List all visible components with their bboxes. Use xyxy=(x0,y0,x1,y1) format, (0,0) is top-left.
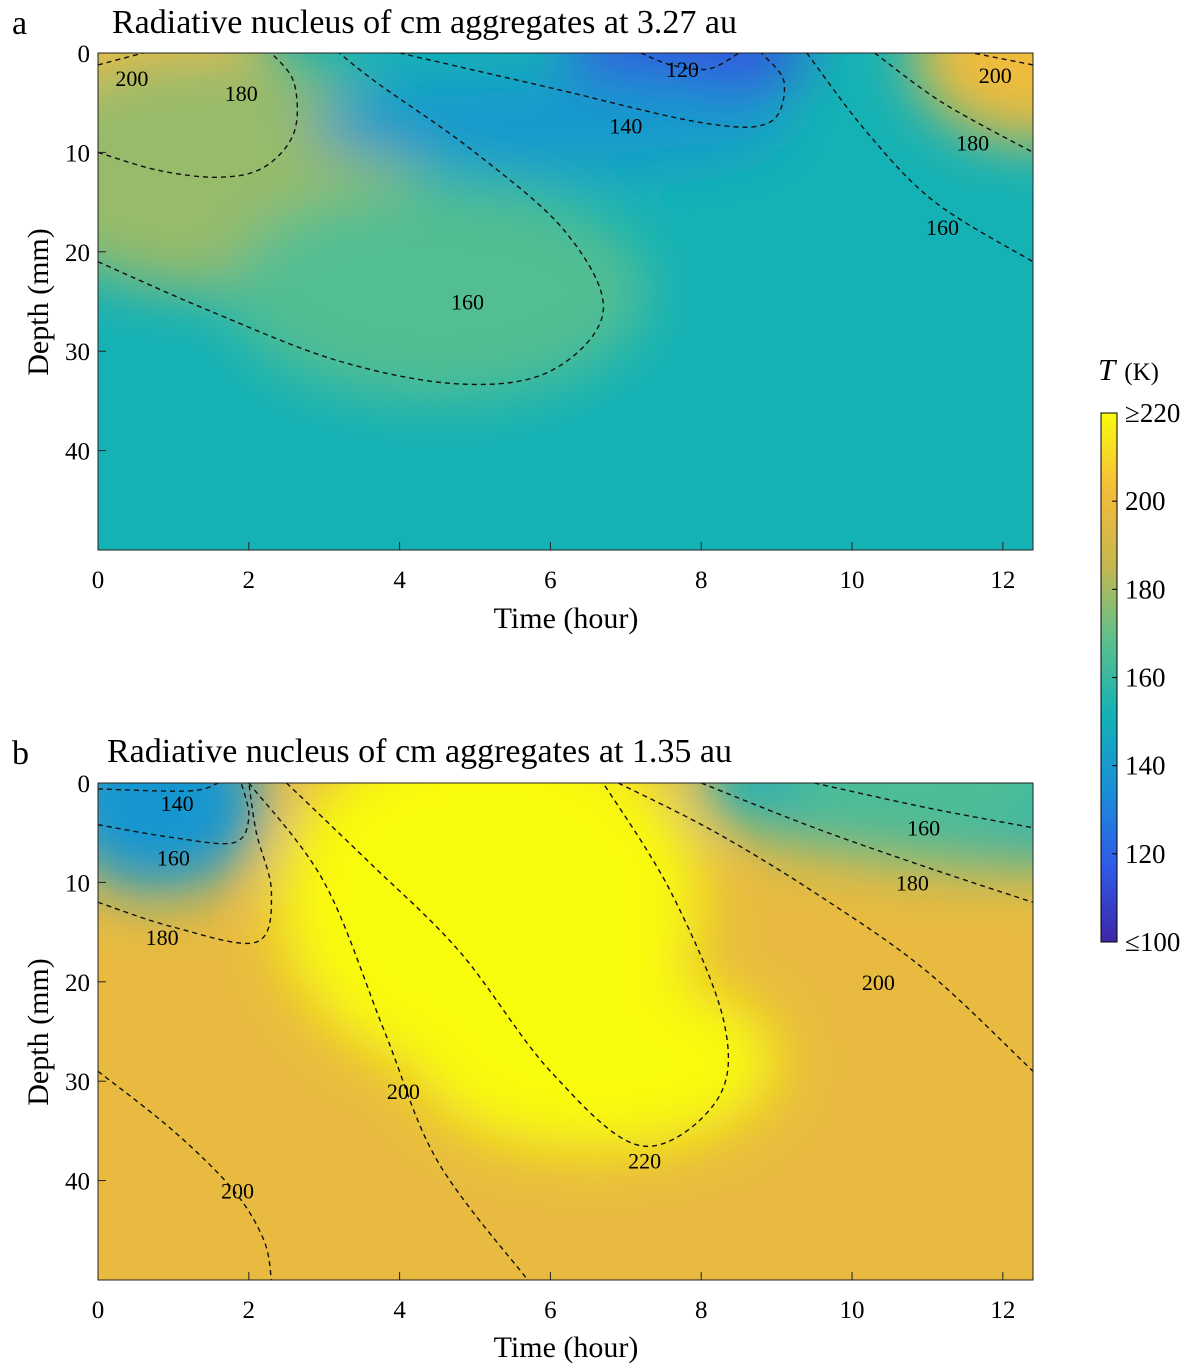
y-tick-label: 10 xyxy=(65,870,90,897)
x-tick-label: 0 xyxy=(92,1297,105,1324)
colorbar-tick-label: 180 xyxy=(1125,574,1166,604)
panel-a-title: Radiative nucleus of cm aggregates at 3.… xyxy=(112,4,737,41)
heatmap-region xyxy=(98,783,264,893)
panel-b: b Radiative nucleus of cm aggregates at … xyxy=(12,733,1034,1364)
colorbar-unit: (K) xyxy=(1124,359,1159,386)
y-tick-label: 40 xyxy=(65,1169,90,1196)
panel-b-title: Radiative nucleus of cm aggregates at 1.… xyxy=(107,733,732,770)
heatmap-field xyxy=(98,783,1033,1151)
contour-line-160 xyxy=(98,53,605,386)
y-tick-label: 20 xyxy=(65,970,90,997)
x-tick-label: 2 xyxy=(243,567,256,594)
contour-label: 140 xyxy=(161,791,194,816)
x-tick-label: 8 xyxy=(695,567,708,594)
x-tick-label: 10 xyxy=(840,1297,865,1324)
y-tick-label: 0 xyxy=(78,41,91,68)
x-tick-label: 12 xyxy=(990,567,1015,594)
plot-frame xyxy=(97,52,1034,551)
contour-label: 200 xyxy=(979,63,1012,88)
contour-line-200 xyxy=(248,783,529,1280)
colorbar-tick-label: ≥220 xyxy=(1125,398,1180,428)
colorbar-tick-label: 160 xyxy=(1125,663,1166,693)
contour-label: 200 xyxy=(221,1179,254,1204)
contour-line-200 xyxy=(972,53,1033,66)
colorbar-tick-label: 120 xyxy=(1125,839,1166,869)
colorbar-label: T (K) xyxy=(1098,352,1159,387)
contour-line-180 xyxy=(700,783,1033,903)
panel-letter-a: a xyxy=(12,5,27,42)
x-tick-label: 4 xyxy=(393,567,406,594)
x-tick-label: 6 xyxy=(544,567,557,594)
contour-label: 200 xyxy=(387,1079,420,1104)
contour-line-120 xyxy=(640,53,740,71)
y-tick-label: 0 xyxy=(78,771,91,798)
y-tick-label: 20 xyxy=(65,240,90,267)
contour-line-220 xyxy=(286,783,730,1148)
colorbar-tick-label: 200 xyxy=(1125,486,1166,516)
x-tick-label: 8 xyxy=(695,1297,708,1324)
y-tick-label: 30 xyxy=(65,339,90,366)
contour-label: 120 xyxy=(666,57,699,82)
heatmap-region xyxy=(912,53,1033,143)
contour-line-160 xyxy=(814,783,1033,829)
contour-label: 160 xyxy=(157,846,190,871)
contour-line-160 xyxy=(806,53,1033,263)
panel-b-y-axis-label: Depth (mm) xyxy=(22,958,55,1105)
panel-a-contour-labels: 200 200 180 180 160 160 140 120 xyxy=(115,57,1011,315)
contour-label: 160 xyxy=(907,816,940,841)
contour-line-180 xyxy=(874,53,1033,154)
heatmap-field xyxy=(98,53,1033,401)
panel-a: a Radiative nucleus of cm aggregates at … xyxy=(12,4,1034,635)
contour-label: 180 xyxy=(225,81,258,106)
colorbar-tick-label: ≤100 xyxy=(1125,927,1180,957)
plot-frame xyxy=(97,782,1034,1281)
panel-letter-b: b xyxy=(12,735,29,772)
y-tick-label: 10 xyxy=(65,140,90,167)
heatmap-region xyxy=(226,182,649,401)
panel-a-contours xyxy=(98,53,1033,386)
x-tick-label: 0 xyxy=(92,567,105,594)
y-tick-label: 40 xyxy=(65,439,90,466)
x-tick-label: 4 xyxy=(393,1297,406,1324)
contour-line-140 xyxy=(399,53,786,128)
contour-label: 160 xyxy=(451,290,484,315)
contour-label: 180 xyxy=(146,925,179,950)
panel-b-heatmap xyxy=(98,783,1033,1280)
panel-b-x-axis-label: Time (hour) xyxy=(494,1331,639,1364)
colorbar-variable: T xyxy=(1098,352,1118,387)
contour-label: 180 xyxy=(956,130,989,155)
contour-line-200 xyxy=(98,1070,273,1280)
contour-label: 160 xyxy=(926,215,959,240)
panel-a-x-axis-label: Time (hour) xyxy=(494,602,639,635)
x-tick-label: 6 xyxy=(544,1297,557,1324)
panel-b-contour-labels: 140 160 180 200 200 220 200 180 160 xyxy=(146,791,941,1204)
panel-a-heatmap xyxy=(98,53,1033,550)
heatmap-region xyxy=(776,783,1033,843)
panel-b-contours xyxy=(98,783,1033,1280)
x-tick-label: 10 xyxy=(840,567,865,594)
contour-label: 200 xyxy=(115,66,148,91)
contour-line-180 xyxy=(98,783,273,945)
panel-a-y-axis-label: Depth (mm) xyxy=(22,228,55,375)
colorbar-tick-label: 140 xyxy=(1125,751,1166,781)
colorbar: T (K) ≥220 200 180 160 140 120 ≤100 xyxy=(1098,352,1180,957)
colorbar-ticks: ≥220 200 180 160 140 120 ≤100 xyxy=(1112,398,1180,957)
x-tick-label: 2 xyxy=(243,1297,256,1324)
contour-label: 200 xyxy=(862,970,895,995)
contour-label: 180 xyxy=(896,870,929,895)
panel-b-axes: 0 2 4 6 8 10 12 0 10 20 30 40 xyxy=(65,771,1034,1324)
contour-line-200 xyxy=(98,53,144,66)
contour-label: 220 xyxy=(628,1149,661,1174)
heatmap-region xyxy=(309,72,792,173)
contour-line-160 xyxy=(98,783,250,845)
contour-label: 140 xyxy=(609,114,642,139)
contour-line-140 xyxy=(98,783,219,792)
x-tick-label: 12 xyxy=(990,1297,1015,1324)
y-tick-label: 30 xyxy=(65,1069,90,1096)
heatmap-region xyxy=(414,971,777,1151)
